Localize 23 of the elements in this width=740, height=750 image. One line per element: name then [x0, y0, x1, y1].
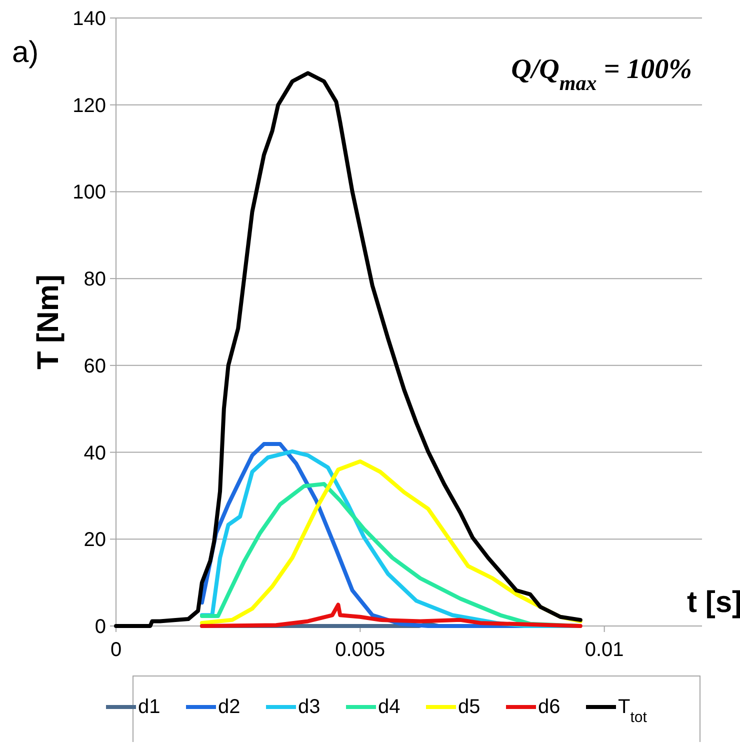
- y-tick-label: 80: [84, 268, 106, 291]
- x-axis-title: t [s]: [687, 586, 740, 619]
- x-tick-label: 0: [110, 639, 122, 661]
- legend-label: d6: [538, 696, 560, 718]
- line-series: [200, 602, 582, 628]
- y-tick-label: 120: [72, 94, 106, 117]
- y-tick-label: 60: [84, 355, 106, 378]
- x-tick-label: 0.005: [335, 639, 386, 661]
- legend-label: d5: [458, 696, 480, 718]
- legend-label: T$_{tot}$: [618, 696, 648, 726]
- legend-label: d1: [138, 696, 160, 718]
- x-tick-label: 0.01: [584, 639, 624, 661]
- y-tick-label: 100: [72, 182, 106, 204]
- legend-label: d3: [298, 696, 320, 718]
- y-tick-label: 140: [72, 8, 106, 30]
- legend-label: d4: [378, 696, 400, 718]
- legend-label: d2: [218, 696, 240, 718]
- y-tick-label: 20: [84, 529, 106, 552]
- y-axis-title: T [Nm]: [32, 274, 65, 370]
- y-tick-label: 0: [94, 616, 106, 638]
- text: a): [12, 36, 39, 69]
- y-tick-label: 40: [84, 442, 106, 464]
- annotation: Q/Q$_{max}$ = 100%: [511, 54, 692, 95]
